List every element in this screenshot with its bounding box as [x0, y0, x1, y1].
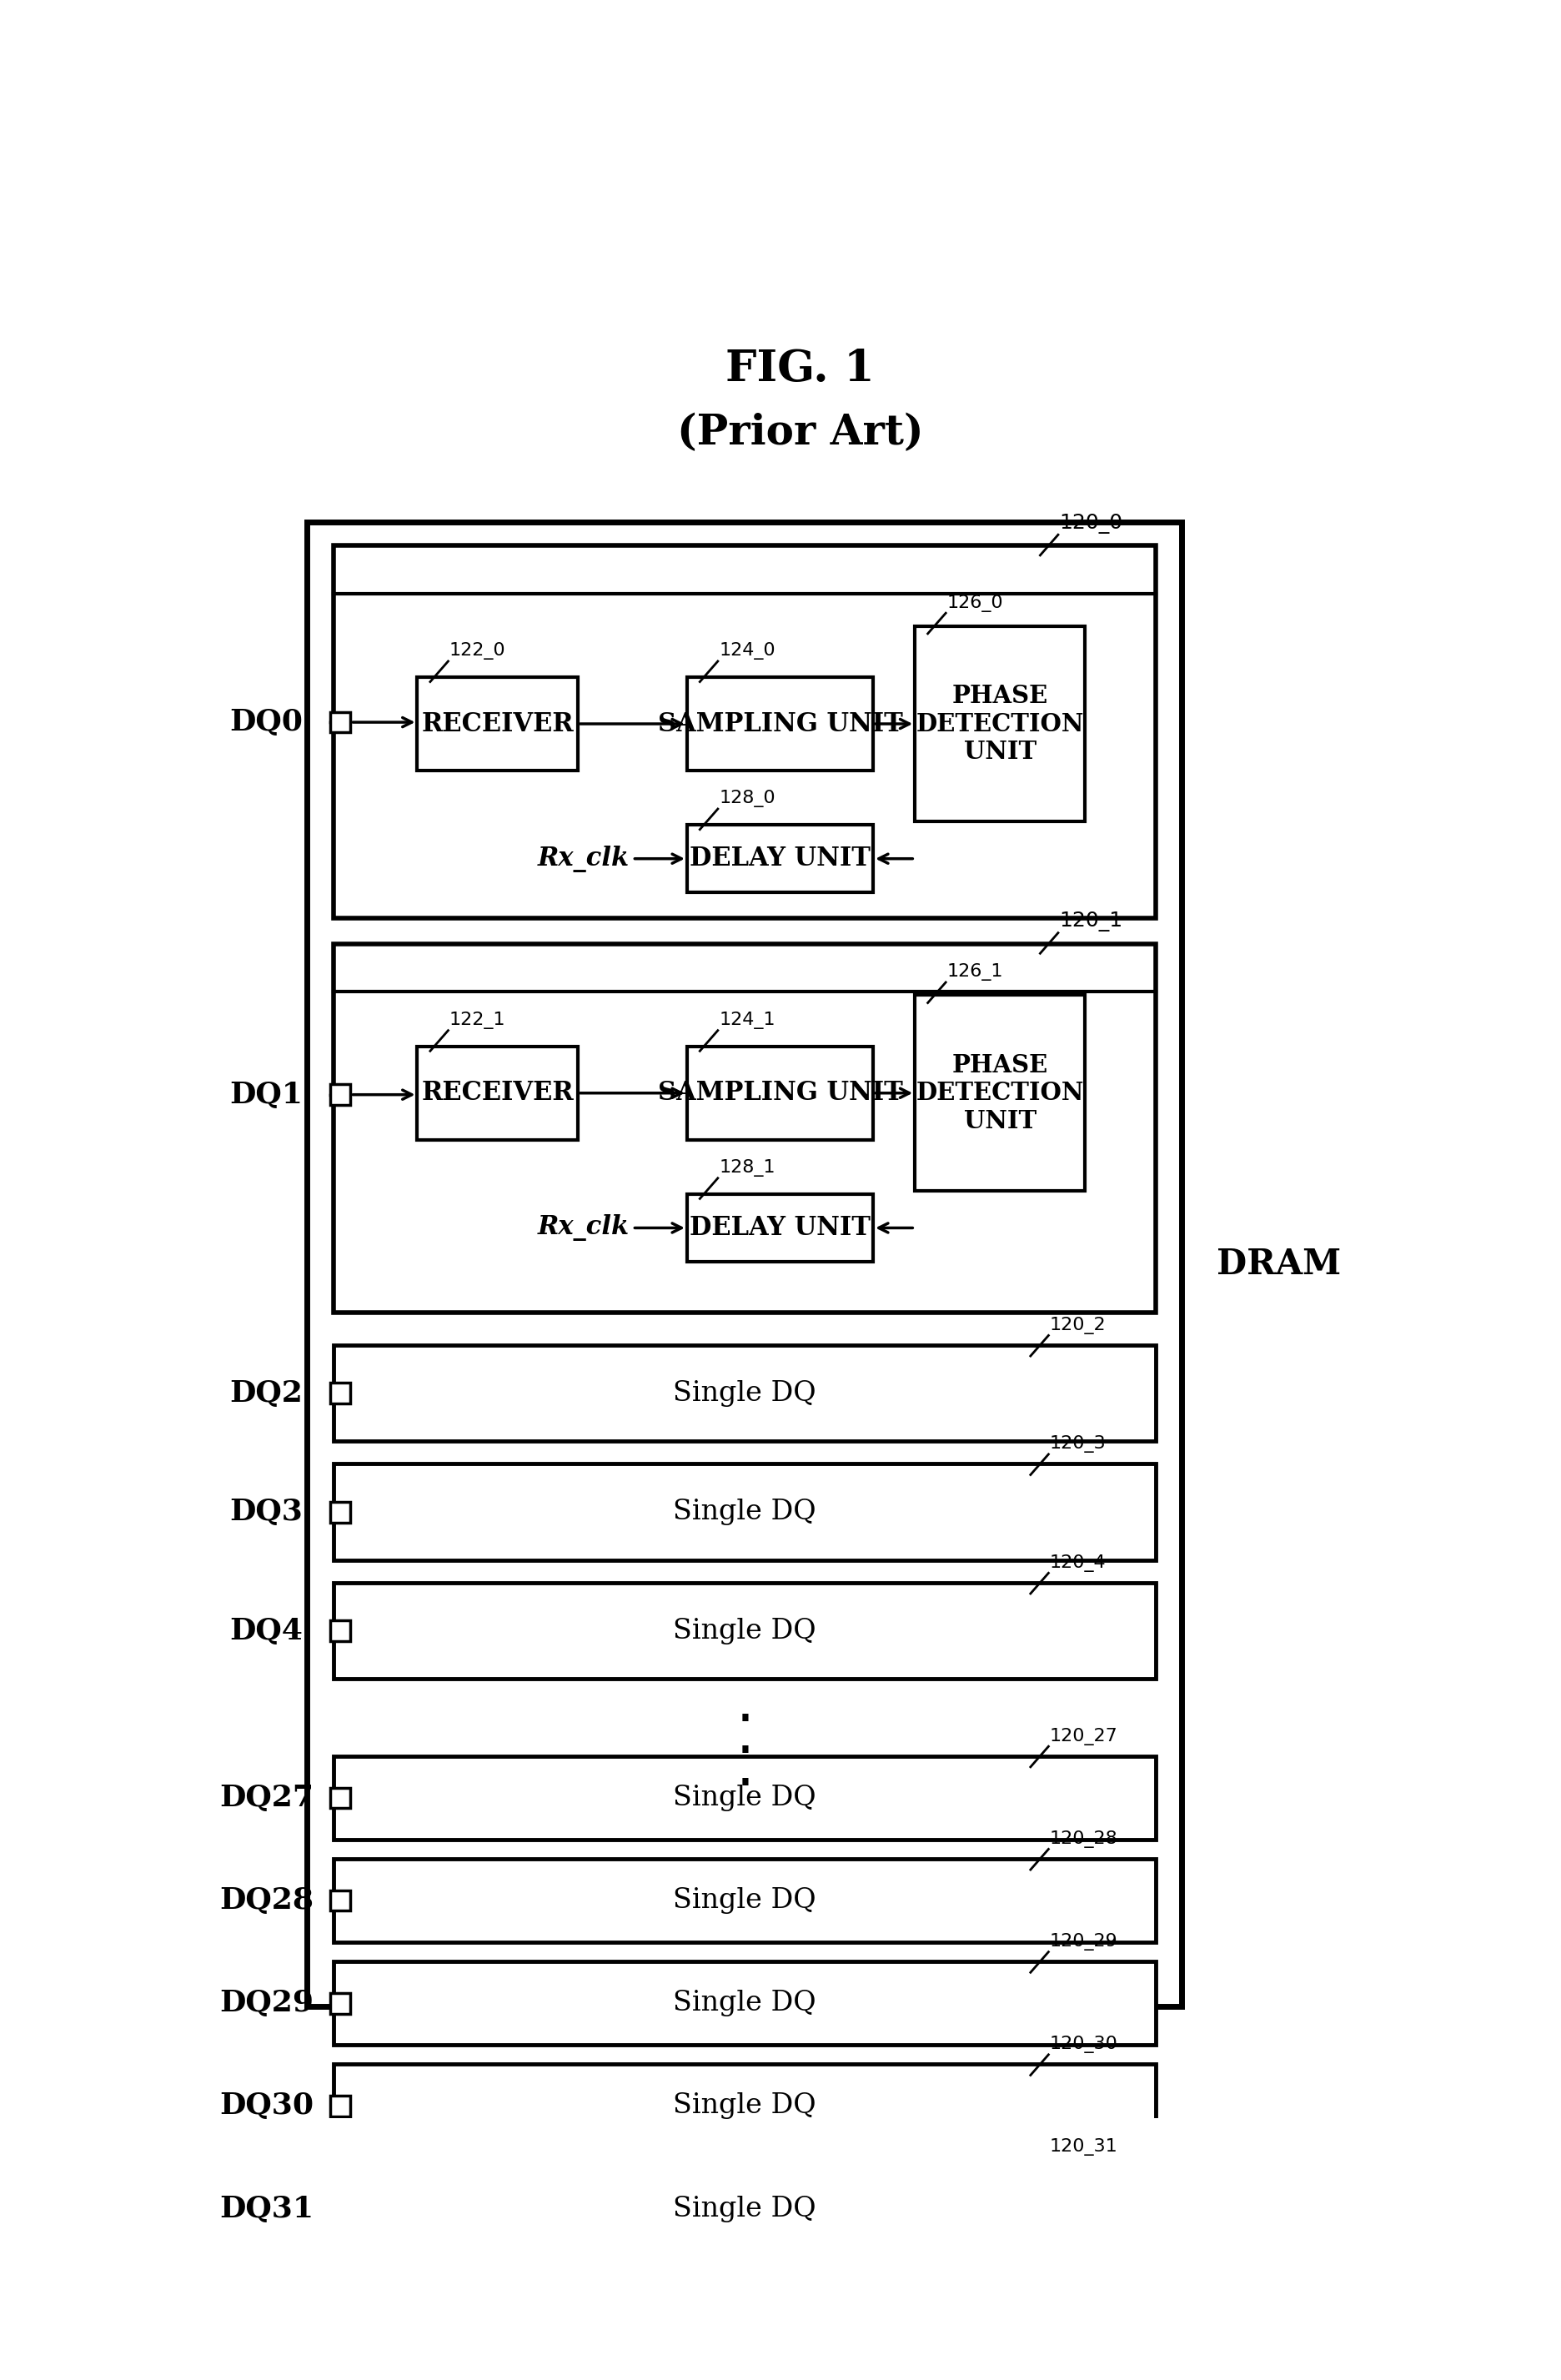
Bar: [329, 2199, 351, 2218]
Bar: [334, 1583, 1155, 1678]
Text: DQ27: DQ27: [220, 1783, 314, 1811]
Bar: [329, 1621, 351, 1642]
Bar: [329, 2097, 351, 2116]
Text: (Prior Art): (Prior Art): [677, 412, 923, 455]
Bar: [687, 1195, 873, 1261]
Text: 122_1: 122_1: [450, 1012, 506, 1028]
Text: Single DQ: Single DQ: [673, 1887, 816, 1914]
Bar: [334, 1859, 1155, 1942]
Bar: [329, 1890, 351, 1911]
Bar: [308, 521, 1182, 2006]
Text: SAMPLING UNIT: SAMPLING UNIT: [657, 1081, 902, 1107]
Bar: [334, 2063, 1155, 2147]
Bar: [687, 826, 873, 892]
Text: 120_29: 120_29: [1051, 1933, 1118, 1952]
Bar: [329, 1992, 351, 2013]
Text: Single DQ: Single DQ: [673, 2194, 816, 2223]
Text: Single DQ: Single DQ: [673, 1618, 816, 1645]
Text: 120_28: 120_28: [1051, 1830, 1118, 1847]
Text: Single DQ: Single DQ: [673, 1785, 816, 1811]
Text: Rx_clk: Rx_clk: [537, 845, 629, 871]
Text: DQ0: DQ0: [229, 709, 303, 735]
Text: .: .: [735, 1740, 754, 1797]
Text: Single DQ: Single DQ: [673, 1990, 816, 2016]
Text: DQ1: DQ1: [229, 1081, 303, 1109]
Text: FIG. 1: FIG. 1: [726, 347, 874, 390]
Text: 126_1: 126_1: [948, 964, 1004, 981]
Bar: [334, 945, 1155, 1314]
Text: DQ30: DQ30: [219, 2092, 314, 2121]
Text: .: .: [735, 1678, 754, 1733]
Bar: [687, 1047, 873, 1140]
Text: Rx_clk: Rx_clk: [537, 1214, 629, 1242]
Text: 128_1: 128_1: [720, 1159, 776, 1176]
Text: 128_0: 128_0: [720, 790, 776, 807]
Text: DQ31: DQ31: [219, 2194, 314, 2223]
Text: 122_0: 122_0: [450, 643, 506, 659]
Text: 120_4: 120_4: [1051, 1554, 1107, 1571]
Bar: [329, 712, 351, 733]
Bar: [334, 1345, 1155, 1442]
Text: DQ4: DQ4: [229, 1616, 303, 1645]
Bar: [334, 1756, 1155, 1840]
Text: PHASE
DETECTION
UNIT: PHASE DETECTION UNIT: [916, 1052, 1083, 1133]
Bar: [329, 1383, 351, 1404]
Text: DELAY UNIT: DELAY UNIT: [690, 845, 871, 871]
Text: 120_1: 120_1: [1060, 912, 1122, 931]
Bar: [334, 1464, 1155, 1561]
Text: 120_2: 120_2: [1051, 1316, 1107, 1335]
Text: DQ29: DQ29: [220, 1990, 314, 2018]
Bar: [417, 678, 578, 771]
Bar: [329, 1085, 351, 1104]
Bar: [687, 678, 873, 771]
Text: 124_1: 124_1: [720, 1012, 776, 1028]
Bar: [334, 1961, 1155, 2044]
Text: 124_0: 124_0: [720, 643, 776, 659]
Bar: [915, 626, 1085, 821]
Text: RECEIVER: RECEIVER: [421, 1081, 574, 1107]
Text: 120_27: 120_27: [1051, 1728, 1118, 1745]
Text: 120_30: 120_30: [1051, 2035, 1118, 2054]
Bar: [334, 2168, 1155, 2251]
Bar: [329, 1502, 351, 1523]
Text: 120_31: 120_31: [1051, 2140, 1118, 2156]
Text: .: .: [735, 1709, 754, 1764]
Bar: [915, 995, 1085, 1190]
Text: 126_0: 126_0: [948, 595, 1004, 612]
Text: RECEIVER: RECEIVER: [421, 712, 574, 738]
Bar: [417, 1047, 578, 1140]
Text: PHASE
DETECTION
UNIT: PHASE DETECTION UNIT: [916, 683, 1083, 764]
Text: DQ3: DQ3: [229, 1497, 303, 1526]
Text: Single DQ: Single DQ: [673, 1380, 816, 1407]
Text: SAMPLING UNIT: SAMPLING UNIT: [657, 712, 902, 738]
Text: 120_3: 120_3: [1051, 1435, 1107, 1452]
Text: Single DQ: Single DQ: [673, 1499, 816, 1526]
Text: 120_0: 120_0: [1060, 514, 1122, 533]
Text: Single DQ: Single DQ: [673, 2092, 816, 2118]
Bar: [329, 1787, 351, 1809]
Text: DQ2: DQ2: [229, 1378, 303, 1407]
Text: DQ28: DQ28: [220, 1887, 314, 1914]
Bar: [334, 545, 1155, 919]
Text: DRAM: DRAM: [1216, 1247, 1341, 1283]
Text: DELAY UNIT: DELAY UNIT: [690, 1214, 871, 1240]
